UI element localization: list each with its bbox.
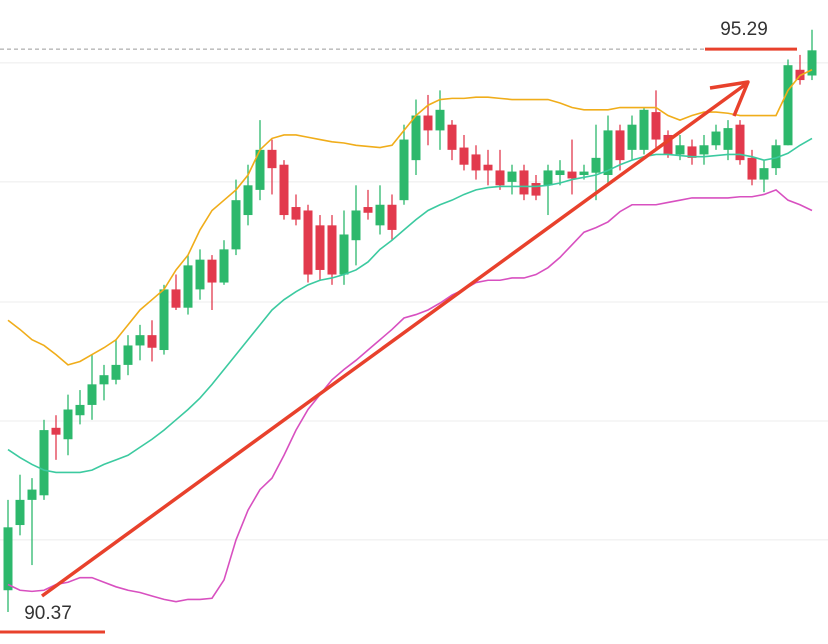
candle-body xyxy=(399,139,409,201)
candle-body xyxy=(243,185,253,216)
candle-body xyxy=(303,210,313,275)
candle-body xyxy=(219,249,229,283)
band-line xyxy=(7,69,813,366)
candle-body xyxy=(699,145,709,155)
candle-body xyxy=(3,527,13,591)
candle-body xyxy=(639,109,649,150)
candle-body xyxy=(447,124,457,150)
candle-body xyxy=(255,149,265,190)
candle-body xyxy=(231,200,241,250)
band-line xyxy=(7,188,813,603)
candle-body xyxy=(171,289,181,308)
candle-body xyxy=(111,364,121,380)
candle-body xyxy=(483,164,493,171)
candle-body xyxy=(759,168,769,180)
candle-body xyxy=(423,115,433,131)
candle-body xyxy=(363,207,373,213)
arrow-shaft xyxy=(40,82,748,598)
candle-body xyxy=(267,149,277,169)
candle-body xyxy=(651,112,661,140)
candle-body xyxy=(39,430,49,496)
candle-body xyxy=(603,130,613,176)
candle-body xyxy=(687,146,697,158)
trend-arrow xyxy=(40,80,750,598)
candle-body xyxy=(27,489,37,500)
candle-body xyxy=(51,427,61,435)
candle-body xyxy=(471,154,481,171)
arrow-head xyxy=(709,80,750,117)
candle-body xyxy=(747,157,757,180)
candle-body xyxy=(531,183,541,196)
candle-body xyxy=(615,130,625,161)
band-line xyxy=(7,137,813,474)
candle-body xyxy=(291,207,301,220)
candle-body xyxy=(195,259,205,290)
candle-body xyxy=(591,157,601,173)
candle-body xyxy=(771,145,781,169)
candle-body xyxy=(807,50,817,76)
candle-body xyxy=(327,225,337,275)
candle-body xyxy=(387,204,397,230)
candle-body xyxy=(579,171,589,176)
candle-body xyxy=(567,171,577,179)
price-label: 90.37 xyxy=(24,603,72,624)
candle-body xyxy=(147,335,157,348)
candle-body xyxy=(675,145,685,155)
candle-body xyxy=(135,335,145,346)
candle-body xyxy=(375,204,385,226)
candle-body xyxy=(183,265,193,308)
candle-body xyxy=(543,170,553,186)
candle-body xyxy=(459,147,469,165)
candle-body xyxy=(627,124,637,150)
candle-body xyxy=(351,210,361,241)
candle-body xyxy=(75,404,85,416)
candle-body xyxy=(411,115,421,161)
candle-body xyxy=(315,225,325,270)
candle-body xyxy=(723,128,733,150)
candle-body xyxy=(279,164,289,216)
candle-body xyxy=(15,499,25,526)
candle-body xyxy=(519,170,529,195)
plot xyxy=(0,29,828,612)
candle-body xyxy=(63,409,73,440)
candle-body xyxy=(495,170,505,186)
candle-body xyxy=(99,375,109,385)
candle-body xyxy=(207,259,217,283)
candle-body xyxy=(339,234,349,275)
candle-body xyxy=(507,171,517,182)
candle-body xyxy=(555,170,565,176)
candle-body xyxy=(159,289,169,351)
candle-body xyxy=(663,134,673,155)
price-label: 95.29 xyxy=(720,19,768,40)
candle-body xyxy=(711,131,721,146)
candle-body xyxy=(87,384,97,405)
candle-body xyxy=(435,109,445,131)
candle-body xyxy=(123,345,133,365)
candle-body xyxy=(783,65,793,146)
candle-body xyxy=(735,124,745,161)
